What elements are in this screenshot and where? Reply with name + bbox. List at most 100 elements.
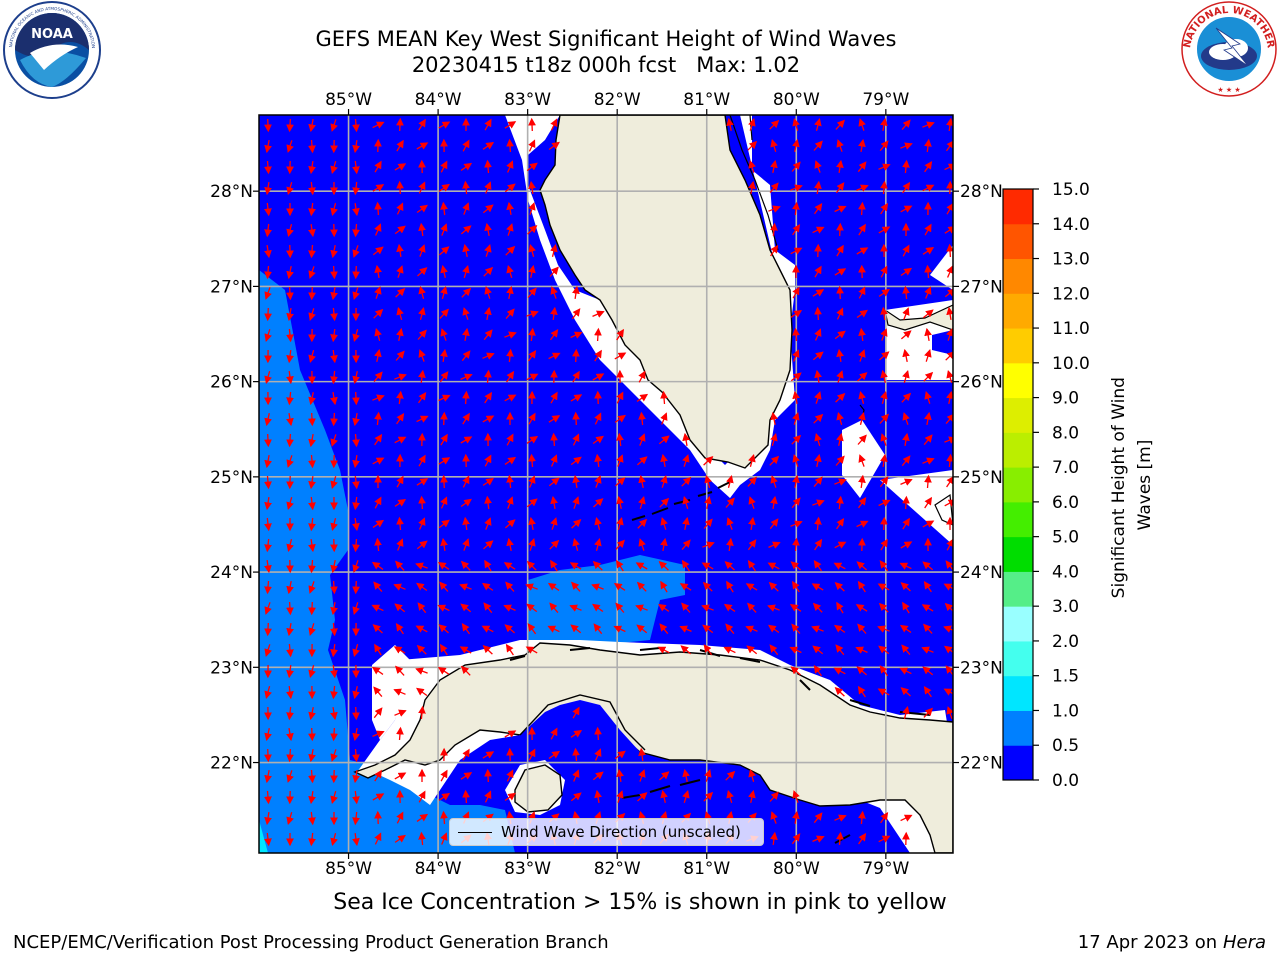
- wind-arrow: [264, 644, 272, 657]
- wind-arrow: [944, 499, 953, 507]
- wind-arrow: [286, 286, 294, 301]
- colorbar-tick-label: 10.0: [1052, 354, 1090, 374]
- wind-arrow: [525, 583, 538, 591]
- wind-arrow: [506, 537, 514, 552]
- wind-arrow: [286, 812, 294, 826]
- wind-arrow: [264, 790, 272, 805]
- wind-arrow: [572, 769, 580, 782]
- wind-arrow: [550, 517, 558, 530]
- wind-arrow: [858, 810, 866, 825]
- wind-arrow: [748, 160, 756, 173]
- wind-arrow: [484, 559, 492, 572]
- wind-arrow: [352, 391, 360, 406]
- wind-arrow: [462, 180, 470, 195]
- wind-arrow: [330, 329, 338, 343]
- wind-arrow: [857, 497, 867, 509]
- wind-arrow: [572, 285, 580, 299]
- wind-arrow: [660, 453, 668, 468]
- wind-arrow: [858, 390, 866, 404]
- wind-arrow: [879, 351, 890, 361]
- wind-arrow: [943, 625, 953, 633]
- wind-arrow: [286, 350, 294, 364]
- legend-line-sample: [458, 832, 492, 833]
- wind-arrow: [858, 201, 866, 216]
- lat-label: 27°N: [960, 277, 1003, 297]
- wind-arrow: [286, 539, 294, 553]
- wind-arrow: [396, 516, 404, 531]
- wind-arrow: [264, 769, 272, 784]
- wind-arrow: [834, 268, 847, 276]
- wind-arrow: [308, 476, 316, 490]
- colorbar: 0.0 0.5 1.0 1.5 2.0 3.0 4.0 5.0 6.0 7.0 8.0 9.0 10.0…: [1002, 180, 1090, 791]
- wind-arrow: [395, 560, 405, 571]
- wind-arrow: [900, 478, 913, 486]
- wind-arrow: [900, 582, 911, 592]
- wind-arrow: [393, 583, 406, 591]
- wind-arrow: [264, 223, 272, 238]
- wind-arrow: [594, 475, 602, 488]
- wind-arrow: [858, 349, 866, 362]
- lon-label: 83°W: [504, 859, 551, 879]
- wind-arrow: [924, 474, 932, 489]
- wind-arrow: [440, 411, 448, 426]
- wind-arrow: [789, 603, 802, 612]
- wind-arrow: [657, 646, 670, 654]
- wind-arrow: [462, 789, 470, 804]
- wind-arrow: [438, 457, 451, 465]
- wind-arrow: [484, 244, 492, 257]
- wind-arrow: [352, 265, 360, 280]
- wind-arrow: [418, 831, 426, 846]
- wind-arrow: [330, 244, 338, 259]
- wind-arrow: [416, 204, 428, 214]
- wind-arrow: [856, 520, 869, 528]
- wind-arrow: [374, 643, 382, 656]
- wind-arrow: [526, 310, 539, 318]
- lat-labels-left: 28°N 27°N 26°N 25°N 24°N 23°N 22°N: [210, 182, 253, 773]
- wind-arrow: [371, 561, 384, 570]
- wind-arrow: [483, 540, 494, 550]
- wind-arrow: [352, 602, 360, 615]
- wind-arrow: [638, 495, 646, 509]
- wind-arrow: [264, 580, 272, 595]
- wind-arrow: [790, 520, 803, 528]
- wind-arrow: [308, 559, 316, 574]
- wind-arrow: [439, 643, 448, 656]
- wind-arrow: [703, 791, 714, 802]
- wind-arrow: [704, 769, 712, 782]
- wind-arrow: [527, 287, 537, 298]
- wind-arrow: [418, 369, 426, 383]
- wind-arrow: [286, 265, 294, 280]
- wind-arrow: [482, 415, 495, 423]
- wind-arrow: [834, 814, 847, 822]
- wind-arrow: [812, 289, 825, 297]
- wind-arrow: [747, 602, 757, 613]
- wind-arrow: [879, 476, 889, 488]
- wind-arrow: [702, 624, 714, 634]
- wind-arrow: [790, 561, 801, 571]
- wind-arrow: [769, 182, 779, 194]
- wind-arrow: [836, 348, 844, 362]
- wind-arrow: [418, 454, 426, 467]
- wind-arrow: [572, 348, 580, 363]
- wind-arrow: [264, 245, 272, 259]
- wind-arrow: [416, 478, 429, 486]
- wind-arrow: [330, 749, 338, 762]
- wind-arrow: [635, 604, 648, 612]
- wind-arrow: [330, 434, 338, 447]
- wind-arrow: [658, 435, 670, 445]
- wind-arrow: [723, 646, 736, 654]
- wind-arrow: [528, 475, 536, 488]
- wind-arrow: [836, 831, 844, 846]
- lat-label: 24°N: [210, 563, 253, 583]
- wind-arrow: [923, 434, 933, 446]
- wind-arrow: [550, 432, 558, 447]
- wind-arrow: [790, 184, 803, 192]
- wind-arrow: [394, 225, 406, 235]
- wind-arrow: [286, 140, 294, 153]
- wind-arrow: [834, 541, 847, 549]
- wind-arrow: [812, 645, 824, 655]
- wind-arrow: [900, 814, 913, 822]
- wind-arrow: [439, 371, 449, 383]
- noaa-logo-text: NOAA: [31, 27, 73, 42]
- wind-arrow: [946, 328, 953, 341]
